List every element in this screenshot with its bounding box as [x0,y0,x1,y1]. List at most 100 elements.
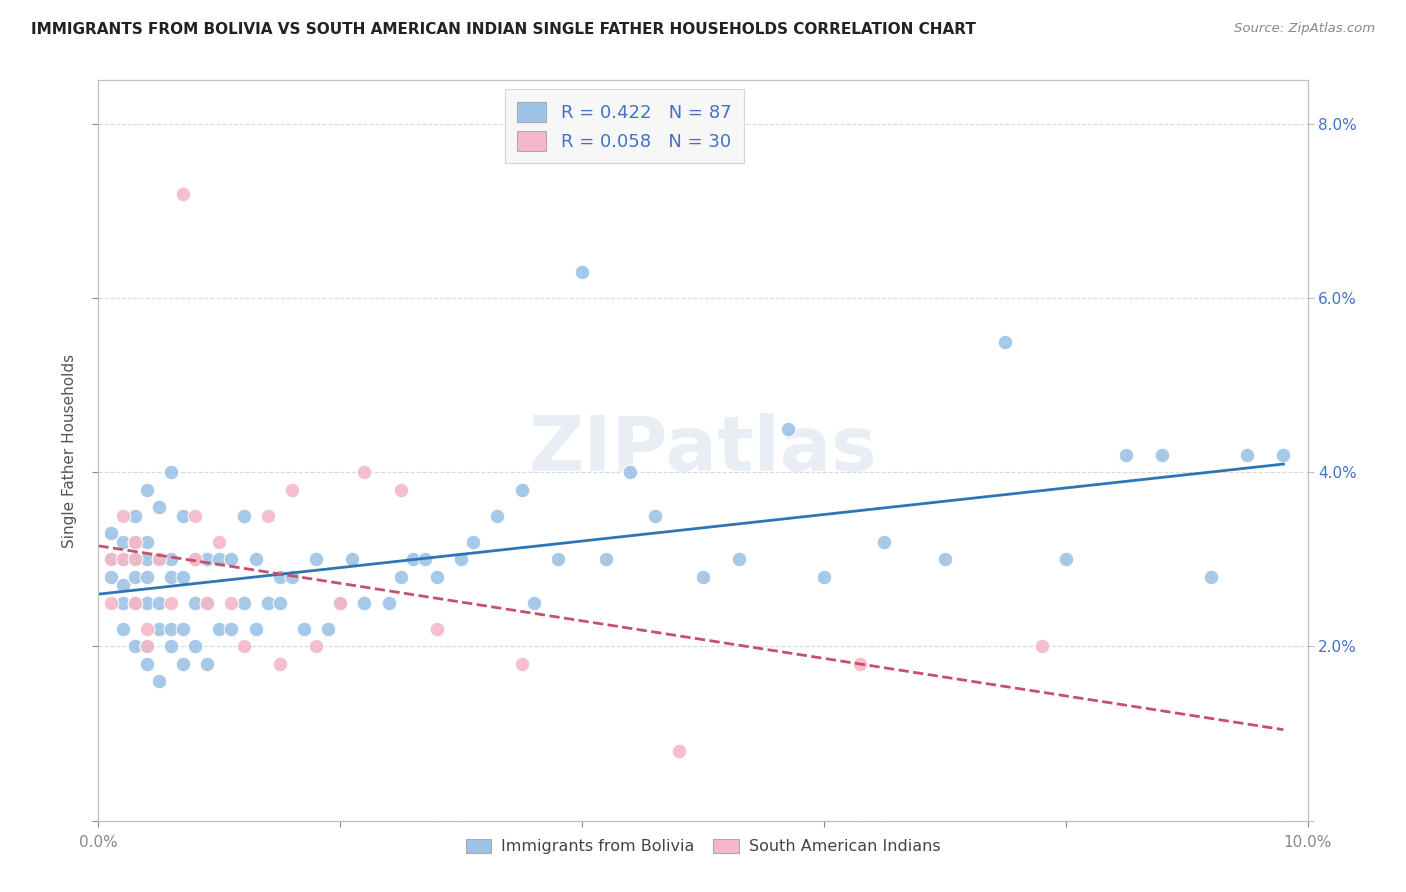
Point [353,465,375,479]
Point [377,596,399,610]
Point [160,570,183,584]
Point [135,640,157,654]
Text: ZIPatlas: ZIPatlas [529,414,877,487]
Point [111,552,134,566]
Point [486,508,509,523]
Point [160,552,183,566]
Point [124,552,146,566]
Point [184,552,207,566]
Point [135,535,157,549]
Point [413,552,436,566]
Point [595,552,617,566]
Point [256,508,278,523]
Point [124,596,146,610]
Point [813,570,835,584]
Point [281,483,304,497]
Point [172,186,194,201]
Point [232,508,254,523]
Point [100,526,122,541]
Point [353,596,375,610]
Point [644,508,666,523]
Point [172,508,194,523]
Point [329,596,352,610]
Point [692,570,714,584]
Point [124,508,146,523]
Point [316,622,339,636]
Point [135,640,157,654]
Point [208,535,231,549]
Point [111,508,134,523]
Point [124,570,146,584]
Point [510,657,533,671]
Point [245,552,267,566]
Point [184,552,207,566]
Point [100,552,122,566]
Point [148,552,170,566]
Point [221,552,243,566]
Point [195,596,218,610]
Text: IMMIGRANTS FROM BOLIVIA VS SOUTH AMERICAN INDIAN SINGLE FATHER HOUSEHOLDS CORREL: IMMIGRANTS FROM BOLIVIA VS SOUTH AMERICA… [31,22,976,37]
Point [281,570,304,584]
Point [124,535,146,549]
Point [148,596,170,610]
Point [873,535,896,549]
Point [571,265,593,279]
Point [1199,570,1222,584]
Point [389,483,412,497]
Point [124,596,146,610]
Point [256,596,278,610]
Point [111,622,134,636]
Point [100,552,122,566]
Point [172,570,194,584]
Point [221,596,243,610]
Point [292,622,315,636]
Point [111,552,134,566]
Point [245,622,267,636]
Point [1152,448,1174,462]
Y-axis label: Single Father Households: Single Father Households [62,353,77,548]
Point [450,552,472,566]
Point [195,657,218,671]
Point [100,570,122,584]
Point [160,596,183,610]
Point [135,596,157,610]
Point [135,657,157,671]
Point [111,596,134,610]
Point [124,535,146,549]
Point [269,657,291,671]
Point [389,570,412,584]
Point [523,596,546,610]
Point [135,622,157,636]
Point [160,640,183,654]
Point [1272,448,1295,462]
Point [148,674,170,689]
Point [342,552,364,566]
Point [148,552,170,566]
Point [619,465,641,479]
Point [776,422,799,436]
Point [849,657,872,671]
Point [426,570,449,584]
Point [1115,448,1137,462]
Point [184,508,207,523]
Point [111,578,134,592]
Point [305,552,328,566]
Point [172,622,194,636]
Point [195,596,218,610]
Point [148,622,170,636]
Point [135,483,157,497]
Legend: Immigrants from Bolivia, South American Indians: Immigrants from Bolivia, South American … [460,832,946,861]
Point [510,483,533,497]
Point [232,596,254,610]
Point [1054,552,1077,566]
Point [994,334,1017,349]
Point [232,640,254,654]
Point [305,640,328,654]
Point [221,622,243,636]
Point [111,535,134,549]
Point [269,596,291,610]
Point [184,640,207,654]
Point [269,570,291,584]
Point [172,657,194,671]
Point [1236,448,1258,462]
